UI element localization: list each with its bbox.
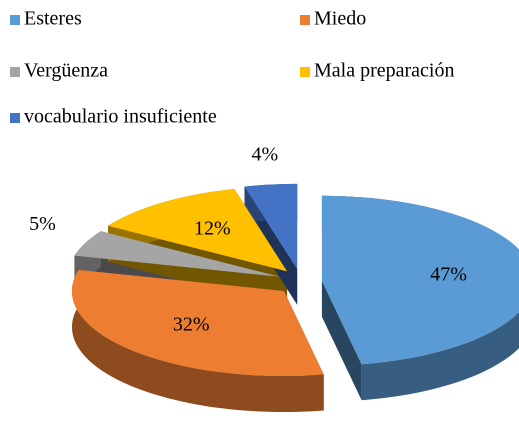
data-label: 47% [430,264,467,286]
legend-label: Esteres [24,8,82,30]
legend-label: Vergüenza [24,60,108,82]
legend-swatch [10,15,20,25]
legend-label: Miedo [314,8,366,30]
slice-side [71,269,324,413]
data-label: 5% [29,213,56,235]
slice [244,183,298,269]
slice [321,195,519,365]
legend-swatch [10,113,20,123]
legend-swatch [300,15,310,25]
slice [71,269,324,377]
data-label: 4% [251,144,278,166]
data-label: 32% [173,314,210,336]
slice [74,231,280,277]
slice-side [321,280,362,401]
legend-label: Mala preparación [314,60,454,82]
slice-tops [71,183,519,377]
data-label: 12% [194,218,231,240]
legend-label: vocabulario insuficiente [24,106,217,128]
slice [108,188,288,272]
legend-swatch [10,67,20,77]
legend-swatch [300,67,310,77]
